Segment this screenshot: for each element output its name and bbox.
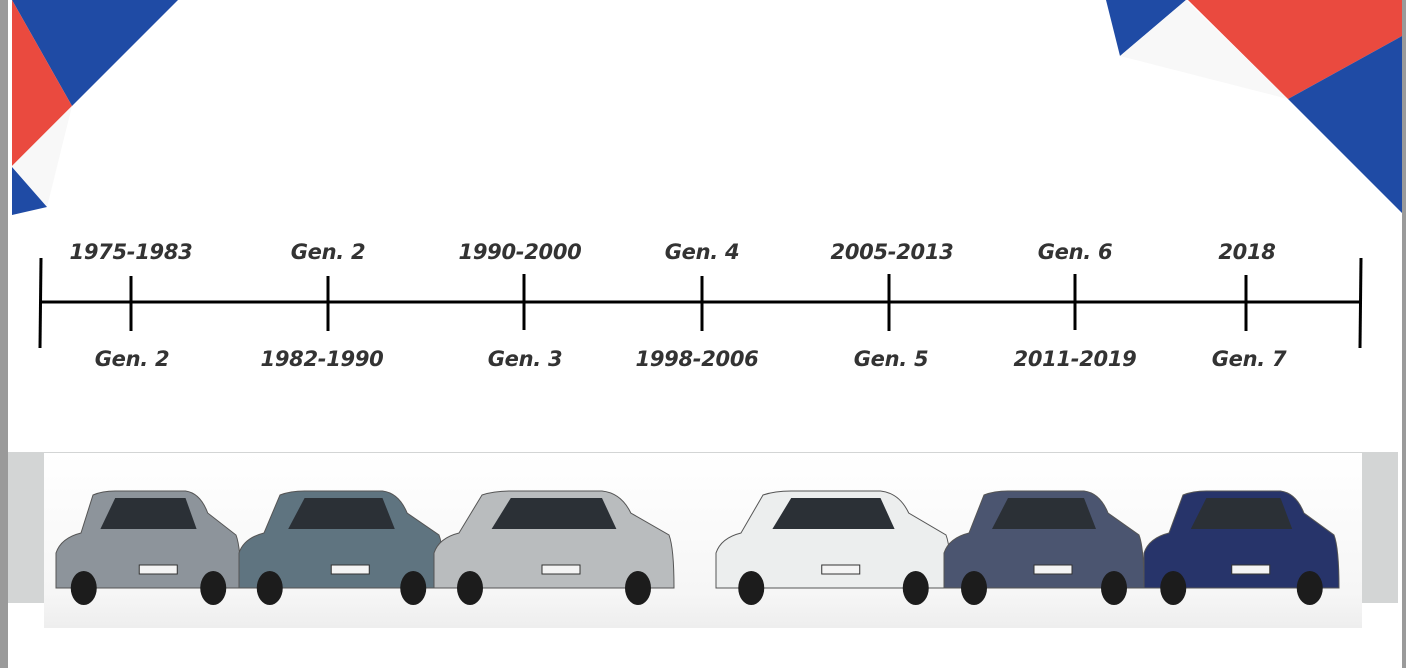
corner-triangle <box>1288 36 1402 213</box>
timeline-label-bottom: 2011-2019 <box>1013 347 1137 371</box>
timeline <box>38 257 1363 349</box>
car <box>433 490 675 605</box>
timeline-start-cap <box>38 257 43 349</box>
timeline-label-bottom: Gen. 5 <box>853 347 929 371</box>
right-window-border <box>1402 0 1406 668</box>
timeline-label-top: 1975-1983 <box>69 240 193 264</box>
timeline-label-bottom: Gen. 7 <box>1211 347 1287 371</box>
corner-triangle <box>12 0 178 106</box>
car <box>55 490 242 605</box>
car <box>238 490 445 605</box>
timeline-label-top: 2005-2013 <box>830 240 954 264</box>
cars-illustration <box>55 490 1340 605</box>
timeline-label-top: Gen. 4 <box>664 240 740 264</box>
timeline-label-bottom: Gen. 2 <box>94 347 170 371</box>
car <box>715 490 952 605</box>
timeline-label-top: 2018 <box>1218 240 1276 264</box>
timeline-label-top: Gen. 6 <box>1037 240 1113 264</box>
timeline-end-cap <box>1358 257 1363 349</box>
corner-triangle <box>12 167 47 215</box>
corner-triangle <box>1188 0 1402 99</box>
timeline-label-top: 1990-2000 <box>458 240 582 264</box>
corner-triangle <box>12 106 72 207</box>
timeline-label-bottom: 1998-2006 <box>635 347 759 371</box>
left-window-border <box>0 0 8 668</box>
corner-triangle <box>12 0 72 166</box>
timeline-label-bottom: Gen. 3 <box>487 347 563 371</box>
timeline-label-top: Gen. 2 <box>290 240 366 264</box>
car <box>943 490 1145 605</box>
car-generations-photo <box>44 453 1362 628</box>
car <box>1143 490 1340 605</box>
timeline-label-bottom: 1982-1990 <box>260 347 384 371</box>
corner-triangle <box>1120 0 1288 99</box>
corner-triangle <box>1106 0 1186 56</box>
